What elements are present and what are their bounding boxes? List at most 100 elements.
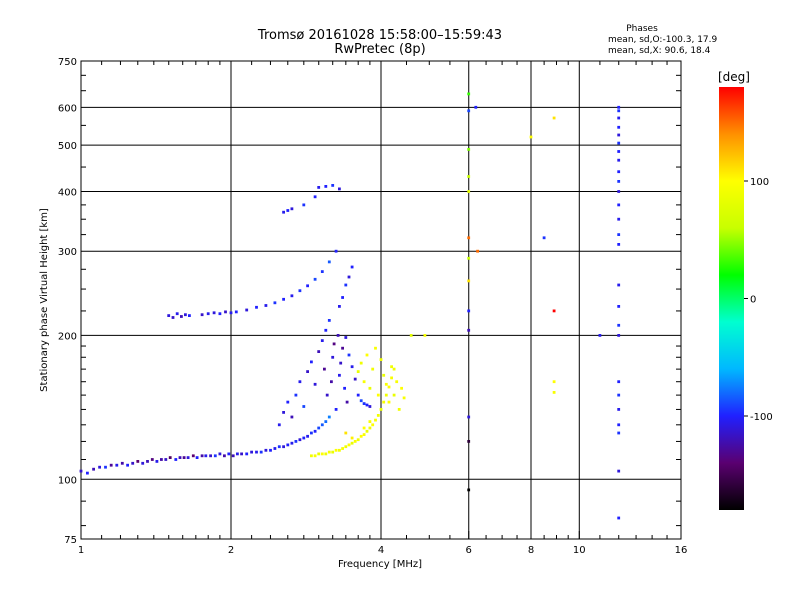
data-point (356, 370, 360, 373)
data-point (467, 279, 471, 283)
data-point (332, 342, 336, 346)
data-point (223, 454, 226, 458)
colorbar-tick-label: -100 (750, 412, 773, 423)
y-tick-label: 600 (58, 103, 77, 114)
data-point (617, 170, 621, 174)
data-point (131, 461, 135, 465)
data-point (345, 400, 349, 404)
data-point (327, 260, 331, 264)
data-point (92, 467, 95, 471)
colorbar-label: [deg] (718, 70, 750, 84)
data-point (298, 380, 302, 384)
data-point (227, 452, 231, 456)
data-point (229, 311, 233, 315)
data-point (167, 314, 171, 317)
y-tick-label: 300 (58, 247, 77, 258)
data-point (467, 309, 471, 313)
data-point (365, 429, 369, 433)
data-point (188, 314, 191, 317)
data-point (126, 463, 129, 467)
data-point (286, 400, 290, 404)
data-point (617, 217, 621, 221)
data-point (347, 443, 351, 447)
y-tick-label: 100 (58, 475, 77, 486)
data-point (476, 249, 479, 253)
phase-info-title: Phases (626, 24, 658, 34)
data-point (330, 380, 333, 384)
data-point (259, 450, 263, 454)
data-point (324, 452, 328, 456)
data-point (617, 141, 621, 145)
data-point (474, 105, 478, 109)
x-tick-label: 4 (378, 545, 384, 556)
data-point (174, 458, 178, 461)
data-point (324, 328, 328, 332)
data-point (368, 405, 372, 408)
data-point (191, 454, 195, 458)
data-point (331, 355, 335, 359)
data-point (115, 463, 119, 467)
data-point (171, 316, 175, 319)
data-point (617, 158, 621, 162)
data-point (180, 315, 183, 318)
data-point (467, 92, 471, 96)
data-point (79, 469, 83, 473)
data-point (286, 209, 290, 212)
data-point (356, 438, 360, 442)
data-point (175, 312, 179, 316)
data-point (376, 393, 380, 397)
data-point (302, 405, 306, 408)
data-point (334, 448, 338, 452)
data-point (245, 308, 249, 312)
data-point (350, 265, 354, 269)
data-point (387, 385, 391, 389)
data-point (231, 454, 235, 458)
data-point (313, 454, 317, 458)
x-tick-label: 1 (78, 545, 84, 556)
data-point (286, 443, 290, 447)
data-point (323, 367, 326, 371)
data-point (269, 448, 272, 452)
data-point (347, 275, 351, 279)
data-point (341, 296, 344, 299)
data-point (273, 301, 277, 305)
y-tick-label: 200 (58, 331, 77, 342)
data-point (356, 393, 360, 397)
data-point (234, 310, 238, 314)
data-point (467, 190, 471, 193)
data-point (317, 186, 321, 189)
data-point (397, 408, 401, 411)
x-tick-label: 10 (573, 545, 586, 556)
data-point (467, 109, 471, 113)
data-point (298, 289, 302, 293)
colorbar-ticks: -100 0 100 (744, 177, 773, 423)
data-point (255, 305, 258, 309)
data-point (467, 440, 471, 443)
colorbar (719, 87, 744, 510)
data-point (294, 440, 298, 443)
data-point (384, 393, 388, 397)
data-point (313, 429, 317, 433)
data-point (320, 270, 324, 273)
data-point (98, 465, 101, 469)
data-point (552, 380, 556, 384)
data-point (178, 456, 182, 459)
y-axis-label: Stationary phase Virtual Height [km] (39, 208, 50, 392)
data-point (255, 450, 258, 454)
y-ticks: 75 100 200 300 400 500 600 750 (58, 57, 681, 546)
data-point (467, 148, 471, 151)
data-point (164, 458, 168, 461)
data-point (306, 284, 309, 288)
data-point (390, 365, 393, 369)
data-point (467, 328, 471, 332)
data-point (467, 175, 471, 178)
data-point (365, 353, 369, 357)
data-point (290, 441, 294, 445)
data-point (150, 458, 154, 461)
data-point (467, 488, 471, 492)
data-point (213, 454, 217, 458)
data-point (617, 334, 621, 337)
colorbar-tick-label: 0 (750, 295, 756, 306)
data-point (400, 386, 403, 390)
data-point (344, 431, 348, 435)
